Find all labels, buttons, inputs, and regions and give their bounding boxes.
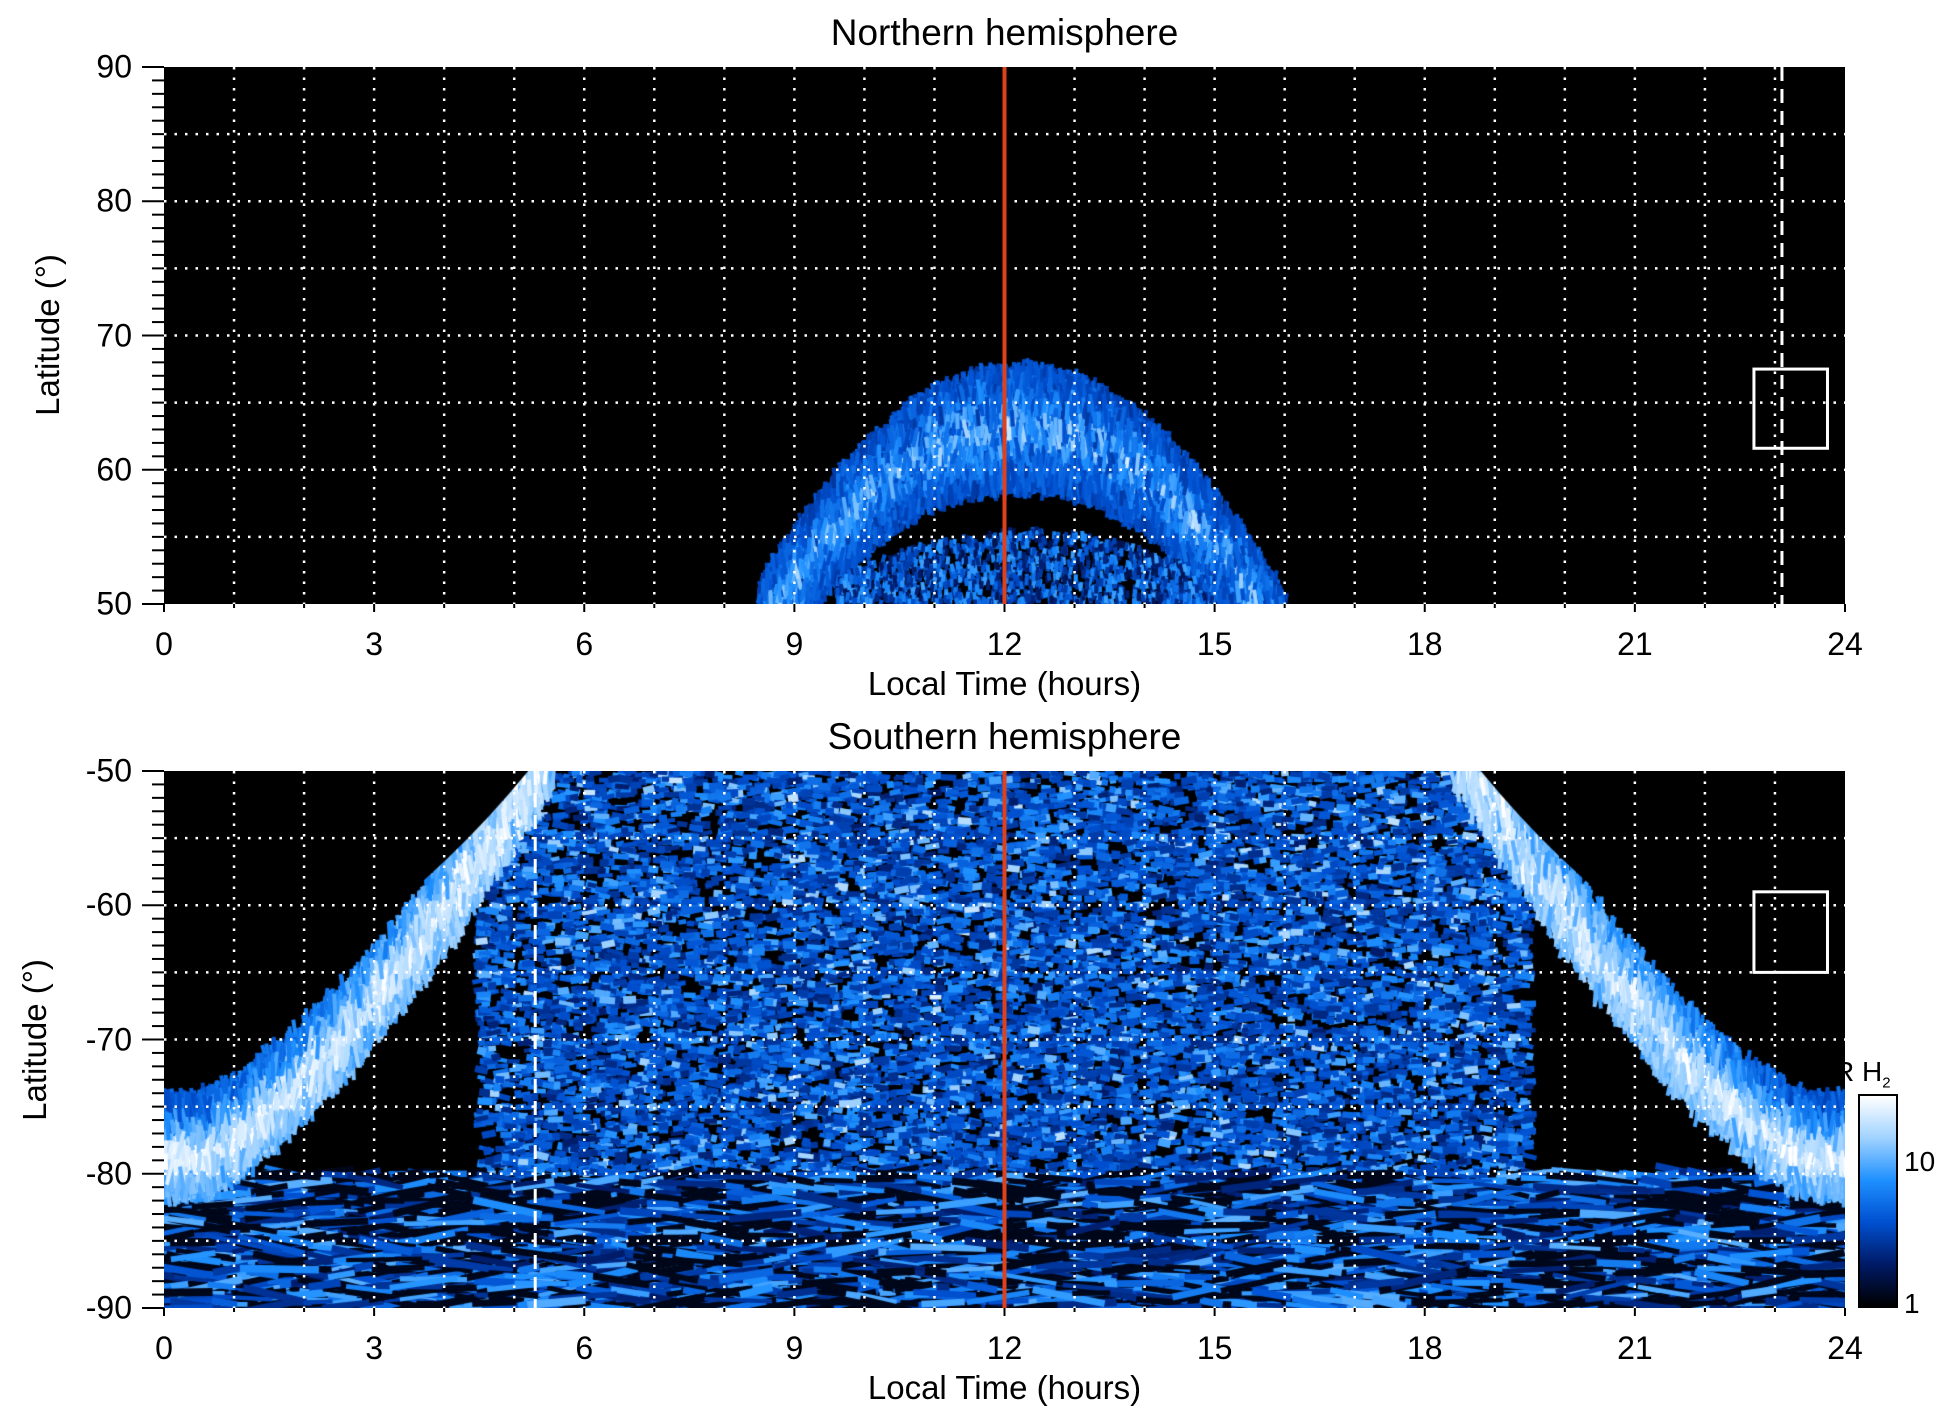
colorbar-tick-label: 10 — [1904, 1145, 1936, 1177]
y-tick-label: -80 — [85, 1155, 132, 1192]
y-tick-label: -90 — [85, 1289, 132, 1326]
y-tick-label: -60 — [85, 886, 132, 923]
x-tick-label: 6 — [575, 1330, 594, 1366]
y-tick-label: 50 — [96, 585, 132, 622]
x-tick-label: 6 — [575, 626, 594, 662]
x-tick-label: 3 — [365, 626, 384, 662]
y-tick-label: 90 — [96, 48, 132, 85]
y-tick-label: -50 — [85, 752, 132, 789]
x-tick-label: 21 — [1617, 1330, 1653, 1366]
x-tick-label: 18 — [1406, 1330, 1443, 1366]
selection-box — [1752, 367, 1829, 450]
x-tick-label: 9 — [785, 626, 804, 662]
x-tick-label: 15 — [1196, 626, 1233, 662]
north-overlay — [142, 66, 1846, 612]
x-tick-label: 0 — [155, 626, 173, 662]
south-ylabel: Latitude (°) — [16, 959, 53, 1121]
x-tick-label: 21 — [1617, 626, 1653, 662]
colorbar — [1858, 1094, 1898, 1308]
south-xlabel: Local Time (hours) — [867, 1369, 1142, 1406]
x-tick-label: 12 — [986, 626, 1023, 662]
x-tick-label: 24 — [1827, 626, 1863, 662]
x-tick-label: 18 — [1406, 626, 1443, 662]
y-tick-label: 70 — [96, 317, 132, 353]
north-ylabel: Latitude (°) — [29, 254, 66, 416]
y-tick-label: 60 — [96, 451, 132, 488]
south-title: Southern hemisphere — [827, 716, 1182, 757]
x-tick-label: 3 — [365, 1330, 384, 1366]
x-tick-label: 0 — [155, 1330, 173, 1366]
north-title: Northern hemisphere — [830, 12, 1179, 53]
x-tick-label: 12 — [986, 1330, 1023, 1366]
x-tick-label: 15 — [1196, 1330, 1233, 1366]
y-tick-label: -70 — [85, 1021, 132, 1057]
x-tick-label: 9 — [785, 1330, 804, 1366]
x-tick-label: 24 — [1827, 1330, 1863, 1366]
y-tick-label: 80 — [96, 182, 132, 219]
colorbar-label-sub: 2 — [1882, 1074, 1891, 1092]
selection-box — [1752, 890, 1829, 974]
colorbar-tick-label: 1 — [1904, 1288, 1920, 1319]
south-overlay — [142, 770, 1846, 1316]
north-xlabel: Local Time (hours) — [867, 665, 1142, 702]
